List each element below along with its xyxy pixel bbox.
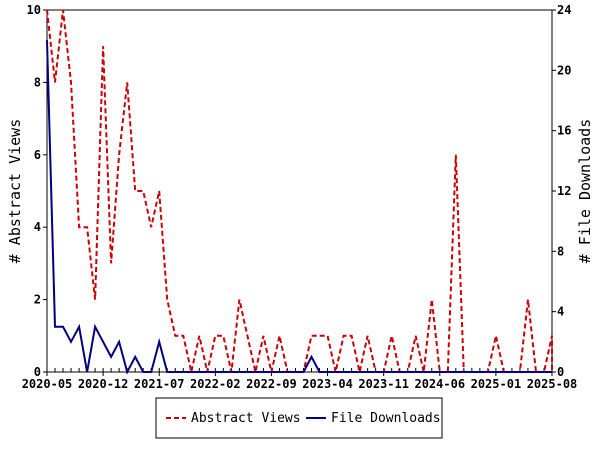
x-axis: 2020-05 2020-12 2021-07 2022-02 2022-09 2023-…	[22, 368, 578, 391]
x-tick-label: 2025-01	[471, 377, 522, 391]
plot-area	[46, 9, 553, 373]
left-tick-label: 4	[34, 220, 41, 234]
left-tick-label: 0	[34, 365, 41, 379]
x-tick-label: 2021-07	[134, 377, 185, 391]
legend-label-abstract-views: Abstract Views	[191, 411, 301, 426]
plot-frame	[46, 9, 553, 373]
x-tick-label: 2022-02	[190, 377, 241, 391]
x-tick-label: 2022-09	[246, 377, 297, 391]
right-tick-label: 8	[557, 244, 564, 258]
left-tick-label: 8	[34, 75, 41, 89]
left-tick-label: 2	[34, 293, 41, 307]
right-axis: 0 4 8 12 16 20 24	[552, 3, 571, 379]
left-tick-label: 10	[27, 3, 41, 17]
right-tick-label: 20	[557, 63, 571, 77]
legend-label-file-downloads: File Downloads	[331, 411, 441, 426]
x-tick-label: 2024-06	[414, 377, 465, 391]
right-tick-label: 4	[557, 305, 564, 319]
series-layer	[46, 9, 553, 375]
right-tick-label: 16	[557, 124, 571, 138]
right-tick-label: 24	[557, 3, 571, 17]
right-tick-label: 12	[557, 184, 571, 198]
left-tick-label: 6	[34, 148, 41, 162]
legend: Abstract Views File Downloads	[155, 397, 443, 439]
left-axis: 0 2 4 6 8 10	[27, 3, 47, 379]
left-axis-title: # Abstract Views	[6, 119, 24, 264]
x-tick-label: 2025-08	[527, 377, 578, 391]
series-line-file-downloads	[46, 40, 552, 375]
right-axis-title: # File Downloads	[576, 119, 594, 264]
x-tick-label: 2023-11	[358, 377, 409, 391]
right-tick-label: 0	[557, 365, 564, 379]
x-tick-label: 2020-12	[78, 377, 129, 391]
x-tick-label: 2020-05	[22, 377, 73, 391]
x-tick-label: 2023-04	[302, 377, 353, 391]
legend-box	[155, 397, 443, 439]
